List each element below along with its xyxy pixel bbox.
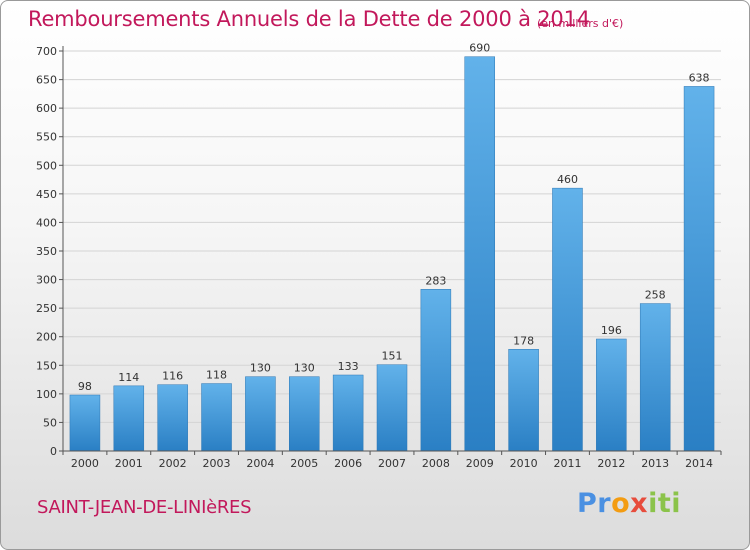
logo-part-2: o xyxy=(611,488,631,519)
bar-2004 xyxy=(245,376,276,452)
bar-value-label: 116 xyxy=(162,370,183,383)
y-tick-label: 650 xyxy=(36,74,57,87)
y-tick-label: 250 xyxy=(36,302,57,315)
logo-part-1: Pr xyxy=(577,488,612,519)
logo-part-4: iti xyxy=(648,488,682,519)
y-tick-label: 700 xyxy=(36,45,57,58)
bar-2010 xyxy=(508,349,539,452)
bar-2000 xyxy=(69,394,101,452)
bar-value-label: 118 xyxy=(206,369,227,382)
x-tick-label: 2014 xyxy=(685,457,713,470)
bar-chart: 98 114 116 118 130 130 133 151 283 690 178 460 196 25… xyxy=(36,42,722,470)
y-tick-label: 300 xyxy=(36,274,57,287)
bar-value-label: 178 xyxy=(513,334,534,347)
bar-2014 xyxy=(683,86,715,452)
y-tick-label: 600 xyxy=(36,102,57,115)
y-tick-label: 350 xyxy=(36,245,57,258)
bar-2002 xyxy=(157,384,188,452)
x-tick-label: 2008 xyxy=(422,457,450,470)
x-tick-label: 2003 xyxy=(203,457,231,470)
bar-2009 xyxy=(464,56,495,452)
y-tick-label: 400 xyxy=(36,216,57,229)
bar-2012 xyxy=(596,338,627,452)
x-tick-label: 2002 xyxy=(159,457,187,470)
x-tick-label: 2007 xyxy=(378,457,406,470)
x-tick-label: 2009 xyxy=(466,457,494,470)
x-tick-label: 2011 xyxy=(553,457,581,470)
x-tick-label: 2010 xyxy=(510,457,538,470)
y-tick-label: 450 xyxy=(36,188,57,201)
y-tick-label: 150 xyxy=(36,359,57,372)
x-tick-label: 2005 xyxy=(290,457,318,470)
y-tick-label: 200 xyxy=(36,331,57,344)
logo-part-3: x xyxy=(630,488,649,519)
y-tick-label: 100 xyxy=(36,388,57,401)
bar-value-label: 133 xyxy=(338,360,359,373)
bar-value-label: 114 xyxy=(118,371,139,384)
bar-2003 xyxy=(201,383,232,452)
bar-2005 xyxy=(289,376,320,452)
x-tick-label: 2004 xyxy=(246,457,274,470)
bar-2007 xyxy=(376,364,408,452)
y-tick-label: 0 xyxy=(50,445,57,458)
bar-value-label: 196 xyxy=(601,324,622,337)
bar-value-label: 690 xyxy=(469,42,490,55)
unit-note: (en milliers d'€) xyxy=(537,17,624,30)
x-tick-label: 2013 xyxy=(641,457,669,470)
y-tick-label: 550 xyxy=(36,131,57,144)
x-tick-label: 2001 xyxy=(115,457,143,470)
bar-value-label: 638 xyxy=(689,71,710,84)
bar-value-label: 130 xyxy=(250,362,271,375)
bar-value-label: 283 xyxy=(425,274,446,287)
proxiti-logo: Proxiti xyxy=(577,488,681,519)
bar-value-label: 460 xyxy=(557,173,578,186)
x-tick-label: 2000 xyxy=(71,457,99,470)
chart-title: Remboursements Annuels de la Dette de 20… xyxy=(28,7,590,31)
bar-value-label: 98 xyxy=(78,380,92,393)
bar-value-label: 130 xyxy=(294,362,315,375)
bar-2008 xyxy=(420,289,452,452)
x-tick-label: 2012 xyxy=(597,457,625,470)
bar-value-label: 151 xyxy=(382,350,403,363)
bar-2011 xyxy=(552,187,583,452)
bar-2006 xyxy=(332,374,364,452)
y-tick-label: 500 xyxy=(36,159,57,172)
place-name: SAINT-JEAN-DE-LINIèRES xyxy=(37,497,252,518)
bar-2001 xyxy=(113,385,145,452)
x-tick-label: 2006 xyxy=(334,457,362,470)
y-tick-label: 50 xyxy=(43,416,57,429)
bar-2013 xyxy=(639,303,671,452)
bar-value-label: 258 xyxy=(645,289,666,302)
